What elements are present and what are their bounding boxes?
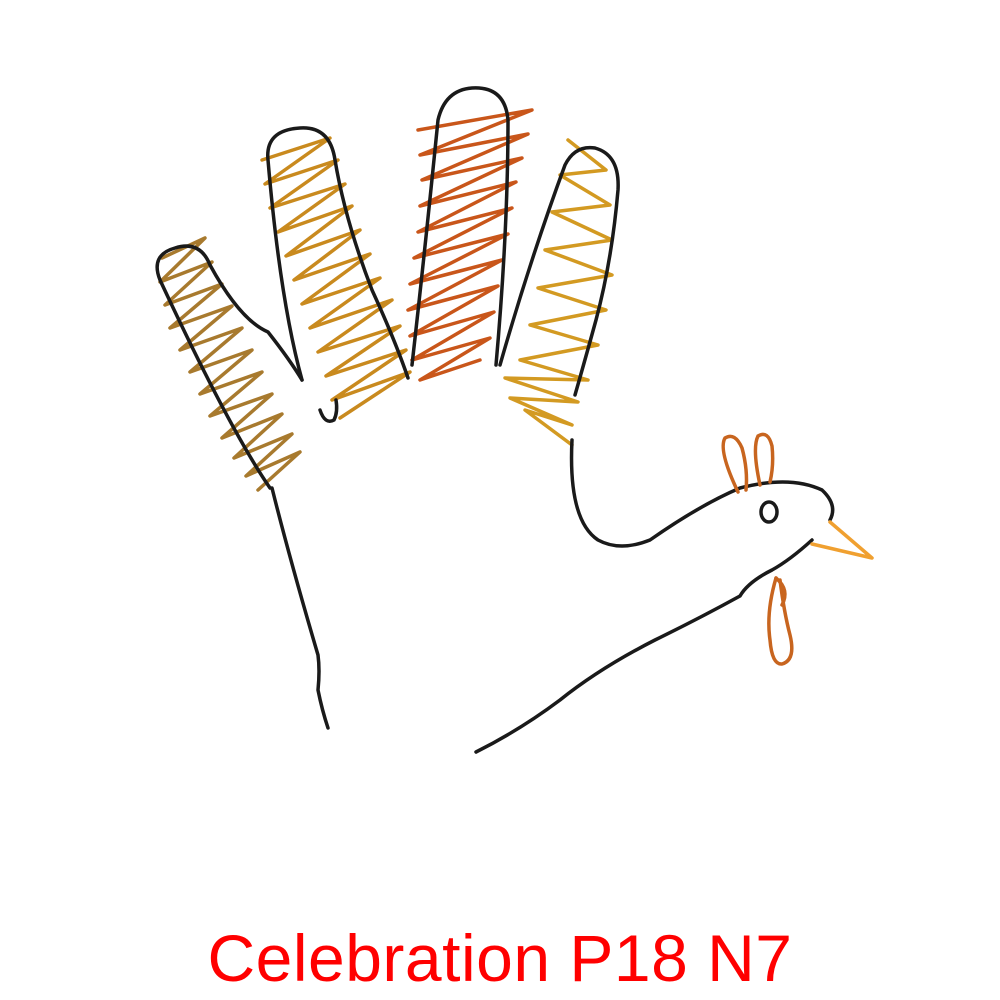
feather-3 <box>406 86 534 382</box>
feather-4-outline <box>498 145 620 397</box>
turkey-body <box>270 438 835 754</box>
snood-right <box>753 432 775 487</box>
turkey-head <box>721 432 874 666</box>
snood-left <box>721 434 749 494</box>
wattle <box>767 576 794 666</box>
body-left-outline <box>270 486 330 730</box>
feather-4 <box>498 138 620 447</box>
eye-icon <box>759 500 779 524</box>
feather-1 <box>155 236 304 492</box>
feather-1-outline <box>155 244 304 490</box>
wattle-top <box>774 576 787 607</box>
feather-2 <box>260 126 412 423</box>
feather-2-tip-outline <box>318 398 339 423</box>
feather-2-scribble <box>260 136 412 420</box>
feather-3-outline <box>410 86 510 367</box>
neck-outline <box>569 438 835 548</box>
beak-icon <box>810 520 874 560</box>
caption-text: Celebration P18 N7 <box>207 921 793 995</box>
feather-3-scribble <box>406 108 534 382</box>
body-bottom-outline <box>474 538 814 754</box>
feather-2-outline <box>266 126 410 382</box>
feather-4-scribble <box>503 138 614 447</box>
feather-1-scribble <box>158 236 302 492</box>
